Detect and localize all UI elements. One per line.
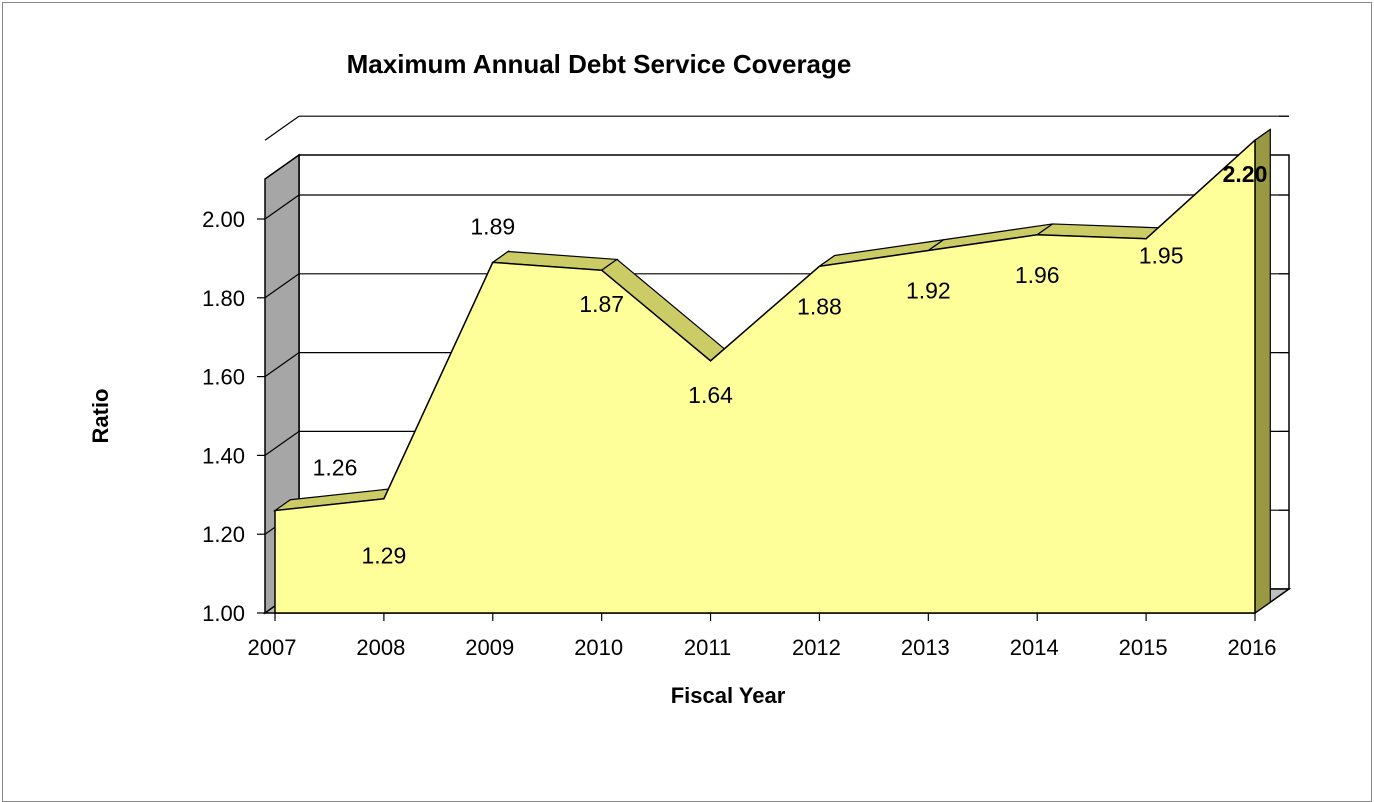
data-labels: 1.26 1.29 1.89 1.87 1.64 1.88 1.92 1.96 1.95 2.20 xyxy=(313,161,1268,569)
data-label: 1.89 xyxy=(470,213,515,239)
data-label: 1.95 xyxy=(1139,243,1184,269)
x-axis-ticks: 2007 2008 2009 2010 2011 2012 2013 2014 2015 2016 xyxy=(248,613,1277,660)
area-front xyxy=(274,138,1256,614)
area-side xyxy=(1254,128,1271,615)
x-tick-label: 2012 xyxy=(792,635,841,660)
x-tick-label: 2007 xyxy=(248,635,297,660)
data-label: 2.20 xyxy=(1223,161,1268,187)
gridline-side xyxy=(264,352,300,378)
x-tick-label: 2011 xyxy=(684,635,731,660)
x-axis-title: Fiscal Year xyxy=(671,683,786,708)
x-tick-label: 2014 xyxy=(1010,635,1059,660)
data-label: 1.87 xyxy=(579,291,624,317)
gridline-side xyxy=(264,194,300,220)
data-label: 1.92 xyxy=(906,278,951,304)
data-label: 1.64 xyxy=(688,382,733,408)
chart-title: Maximum Annual Debt Service Coverage xyxy=(347,49,852,79)
gridline-side xyxy=(264,273,300,299)
x-tick-label: 2013 xyxy=(901,635,950,660)
x-tick-label: 2016 xyxy=(1228,635,1277,660)
chart-area-series xyxy=(272,128,1271,615)
x-tick-label: 2015 xyxy=(1119,635,1168,660)
data-label: 1.96 xyxy=(1015,262,1060,288)
y-axis-ticks: 1.00 1.20 1.40 1.60 1.80 2.00 xyxy=(202,207,265,626)
y-tick-label: 1.20 xyxy=(202,522,245,547)
x-tick-label: 2010 xyxy=(574,635,623,660)
data-label: 1.26 xyxy=(313,455,358,481)
y-axis-title: Ratio xyxy=(88,389,113,444)
y-tick-label: 1.40 xyxy=(202,443,245,468)
gridline-side xyxy=(264,430,300,456)
data-label: 1.29 xyxy=(362,543,407,569)
y-tick-label: 2.00 xyxy=(202,207,245,232)
chart-svg: Maximum Annual Debt Service Coverage 1.2… xyxy=(88,49,1292,708)
gridline-side xyxy=(264,115,300,141)
x-tick-label: 2009 xyxy=(465,635,514,660)
y-tick-label: 1.80 xyxy=(202,286,245,311)
data-label: 1.88 xyxy=(797,293,842,319)
y-tick-label: 1.60 xyxy=(202,365,245,390)
y-tick-label: 1.00 xyxy=(202,601,245,626)
x-tick-label: 2008 xyxy=(356,635,405,660)
